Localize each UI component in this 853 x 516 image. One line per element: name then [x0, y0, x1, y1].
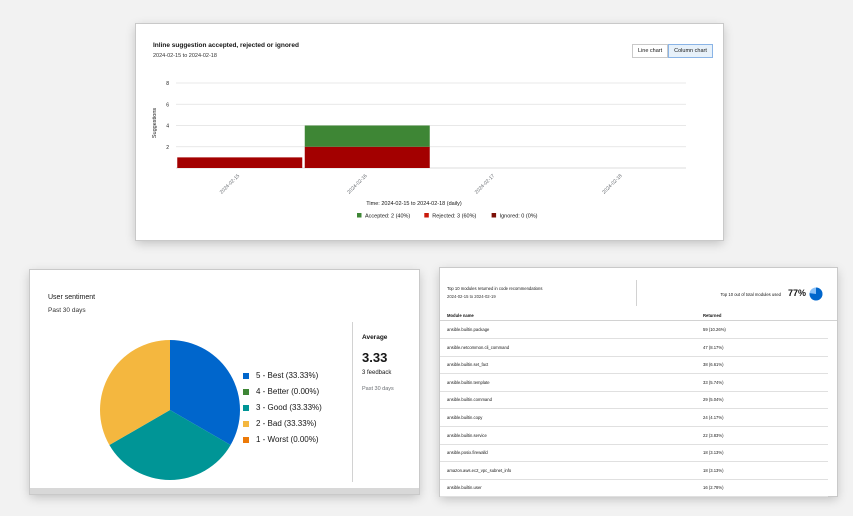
average-label: Average: [362, 334, 388, 341]
top-modules-card: Top 10 modules returned in code recommen…: [440, 268, 837, 498]
modules-table-date-range: 2024-02-15 to 2024-02-19: [447, 294, 496, 299]
returned-cell: 18 (3.13%): [703, 467, 724, 473]
table-row[interactable]: ansible.builtin.service 22 (3.83%): [440, 427, 828, 445]
module-name-cell: ansible.builtin.set_fact: [447, 362, 489, 368]
legend-swatch: [243, 404, 249, 411]
y-tick-label: 4: [166, 124, 169, 130]
legend-swatch: [424, 213, 429, 218]
table-row[interactable]: ansible.builtin.set_fact 38 (6.61%): [440, 356, 828, 375]
user-sentiment-card: User sentiment Past 30 days 5 - Best (33…: [30, 270, 419, 494]
module-name-cell: amazon.aws.ec2_vpc_subnet_info: [447, 467, 512, 473]
y-tick-label: 8: [166, 81, 169, 87]
feedback-count: 3 feedback: [362, 370, 392, 376]
sentiment-legend-item[interactable]: 2 - Bad (33.33%): [243, 419, 316, 428]
modules-percent-pie: [809, 287, 823, 301]
sentiment-pie-chart: [100, 340, 240, 480]
module-name-cell: ansible.builtin.user: [447, 485, 482, 491]
legend-swatch: [491, 213, 497, 218]
legend-swatch: [243, 436, 249, 443]
legend-label: 5 - Best (33.33%): [256, 371, 319, 380]
legend-label: Ignored: 0 (0%): [500, 214, 538, 220]
modules-percent: 77%: [788, 288, 807, 298]
x-axis-label: Time: 2024-02-15 to 2024-02-18 (daily): [366, 201, 462, 207]
module-name-cell: ansible.netcommon.cli_command: [447, 344, 510, 350]
suggestions-bar-chart: 2 4 6 8 2024-02-15 2024-02-16 2024-02-17 2024-…: [152, 81, 686, 220]
legend-swatch: [357, 213, 362, 218]
bar-segment[interactable]: [304, 146, 430, 168]
y-tick-label: 2: [166, 145, 169, 151]
table-row[interactable]: ansible.posix.firewalld 18 (3.13%): [440, 444, 828, 463]
sentiment-title: User sentiment: [48, 294, 96, 301]
table-row[interactable]: ansible.builtin.copy 24 (4.17%): [440, 409, 828, 427]
column-header-module[interactable]: Module name: [447, 313, 474, 318]
legend-swatch: [243, 372, 249, 379]
legend-label: Accepted: 2 (40%): [365, 214, 410, 220]
chart-type-toggle: Line chart Column chart: [632, 44, 713, 58]
returned-cell: 16 (2.78%): [703, 485, 724, 491]
module-name-cell: ansible.posix.firewalld: [447, 450, 488, 456]
column-chart-button[interactable]: Column chart: [668, 44, 713, 58]
returned-cell: 29 (5.04%): [703, 397, 724, 403]
returned-cell: 47 (8.17%): [703, 344, 724, 350]
x-tick-label: 2024-02-17: [474, 173, 496, 195]
legend-label: 2 - Bad (33.33%): [256, 419, 317, 428]
sentiment-legend-item[interactable]: 4 - Better (0.00%): [243, 387, 319, 396]
returned-cell: 24 (4.17%): [703, 415, 724, 420]
legend-label: 4 - Better (0.00%): [256, 387, 320, 396]
module-name-cell: ansible.builtin.copy: [447, 415, 483, 420]
legend-swatch: [243, 388, 249, 395]
table-row[interactable]: amazon.aws.ec2_vpc_subnet_info 18 (3.13%): [440, 462, 828, 480]
modules-header-divider: [636, 280, 637, 306]
sentiment-legend-item[interactable]: 3 - Good (33.33%): [243, 403, 322, 412]
returned-cell: 38 (6.61%): [703, 362, 724, 368]
pie-slice[interactable]: [100, 340, 170, 445]
legend-swatch: [243, 420, 249, 427]
returned-cell: 22 (3.83%): [703, 432, 724, 438]
modules-table-header: Module name Returned: [440, 310, 837, 321]
bar-segment[interactable]: [177, 157, 303, 168]
table-row[interactable]: ansible.builtin.user 16 (2.78%): [440, 479, 828, 498]
module-name-cell: ansible.builtin.command: [447, 397, 492, 403]
suggestions-chart-date-range: 2024-02-15 to 2024-02-18: [153, 53, 217, 59]
pie-slice[interactable]: [109, 410, 231, 480]
modules-summary-text: Top 10 out of total modules used: [720, 292, 781, 297]
module-name-cell: ansible.builtin.template: [447, 379, 490, 385]
returned-cell: 18 (3.13%): [703, 450, 724, 456]
legend-label: Rejected: 3 (60%): [432, 214, 476, 220]
module-name-cell: ansible.builtin.service: [447, 432, 487, 438]
legend-label: 1 - Worst (0.00%): [256, 435, 319, 444]
x-tick-label: 2024-02-18: [601, 173, 623, 195]
bar-segment[interactable]: [304, 125, 430, 147]
table-row[interactable]: ansible.netcommon.cli_command 47 (8.17%): [440, 339, 828, 357]
y-axis-label: Suggestions: [152, 108, 158, 139]
average-value: 3.33: [362, 350, 388, 365]
card-scroll-bar: [30, 488, 419, 494]
sentiment-period: Past 30 days: [48, 307, 86, 314]
legend-label: 3 - Good (33.33%): [256, 403, 322, 412]
average-divider: [352, 322, 353, 482]
line-chart-button[interactable]: Line chart: [632, 44, 669, 58]
sentiment-legend-item[interactable]: 5 - Best (33.33%): [243, 371, 318, 380]
x-tick-label: 2024-02-16: [346, 173, 368, 195]
table-row[interactable]: ansible.builtin.package 59 (10.26%): [440, 321, 828, 339]
column-header-returned[interactable]: Returned: [703, 313, 722, 318]
returned-cell: 33 (5.74%): [703, 379, 724, 385]
table-row[interactable]: ansible.builtin.template 33 (5.74%): [440, 374, 828, 392]
module-name-cell: ansible.builtin.package: [447, 327, 490, 332]
suggestions-chart-card: Inline suggestion accepted, rejected or …: [136, 24, 723, 240]
table-row[interactable]: ansible.builtin.command 29 (5.04%): [440, 391, 828, 410]
pie-slice[interactable]: [170, 340, 240, 445]
modules-table-title: Top 10 modules returned in code recommen…: [447, 286, 543, 291]
y-tick-label: 6: [166, 102, 169, 108]
modules-percent-pie-fill: [809, 287, 823, 301]
x-tick-label: 2024-02-15: [219, 173, 241, 195]
average-period: Past 30 days: [362, 386, 394, 392]
returned-cell: 59 (10.26%): [703, 327, 726, 332]
suggestions-chart-title: Inline suggestion accepted, rejected or …: [153, 42, 299, 49]
sentiment-legend-item[interactable]: 1 - Worst (0.00%): [243, 435, 319, 444]
